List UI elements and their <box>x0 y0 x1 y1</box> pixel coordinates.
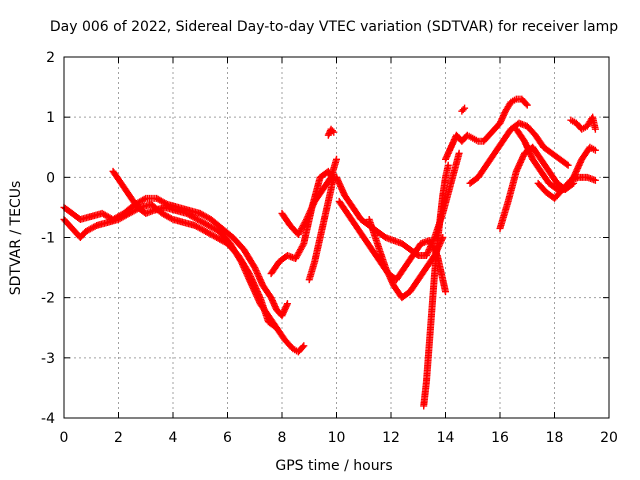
y-tick-label: 2 <box>46 50 55 66</box>
x-tick-label: 10 <box>328 430 346 446</box>
y-tick-labels: -4 -3 -2 -1 0 1 2 <box>41 50 55 427</box>
data-point <box>461 104 469 112</box>
x-tick-label: 4 <box>169 430 178 446</box>
data-point <box>140 195 148 203</box>
x-tick-label: 14 <box>437 430 455 446</box>
y-tick-label: -3 <box>41 351 55 367</box>
x-tick-label: 16 <box>491 430 509 446</box>
data-point <box>299 343 307 351</box>
data-point <box>444 161 452 169</box>
axis-ticks <box>63 56 610 419</box>
x-axis-title: GPS time / hours <box>275 458 392 474</box>
y-axis-title: SDTVAR / TECUs <box>8 181 24 296</box>
x-tick-label: 6 <box>223 430 232 446</box>
data-point <box>523 101 531 109</box>
series-track-k <box>420 161 452 410</box>
y-tick-label: -1 <box>41 231 55 247</box>
data-point <box>591 176 599 184</box>
x-tick-label: 18 <box>546 430 564 446</box>
y-tick-label: 0 <box>46 170 55 186</box>
chart-title: Day 006 of 2022, Sidereal Day-to-day VTE… <box>50 19 618 35</box>
data-point <box>442 288 449 296</box>
data-point <box>522 100 530 108</box>
data-point <box>300 342 308 350</box>
data-point <box>330 128 338 136</box>
series-track-m <box>466 119 572 187</box>
data-point <box>167 215 175 223</box>
series-track-q <box>567 113 599 133</box>
data-points <box>60 95 599 410</box>
data-point <box>283 300 291 308</box>
data-point <box>299 241 307 249</box>
series-track-f <box>305 170 338 284</box>
data-point <box>459 106 467 114</box>
data-point <box>563 160 571 168</box>
x-tick-label: 20 <box>600 430 618 446</box>
x-tick-label: 2 <box>114 430 123 446</box>
data-point <box>591 125 599 133</box>
y-tick-label: -2 <box>41 291 55 307</box>
data-point <box>328 127 336 135</box>
data-point <box>455 149 463 157</box>
y-tick-label: -4 <box>41 411 55 427</box>
data-point <box>591 146 599 154</box>
x-tick-label: 12 <box>382 430 400 446</box>
x-tick-labels: 0 2 4 6 8 10 12 14 16 18 20 <box>60 430 618 446</box>
y-tick-label: 1 <box>46 110 55 126</box>
data-point <box>91 222 99 230</box>
series-track-c <box>109 167 308 356</box>
series-track-g <box>324 125 338 139</box>
x-tick-label: 8 <box>278 430 287 446</box>
data-point <box>333 155 340 163</box>
series-track-j <box>365 215 447 302</box>
series-track-l <box>442 95 531 163</box>
x-tick-label: 0 <box>60 430 69 446</box>
data-point <box>564 161 572 169</box>
series-track-r <box>458 104 469 115</box>
series-track-p <box>534 173 599 202</box>
